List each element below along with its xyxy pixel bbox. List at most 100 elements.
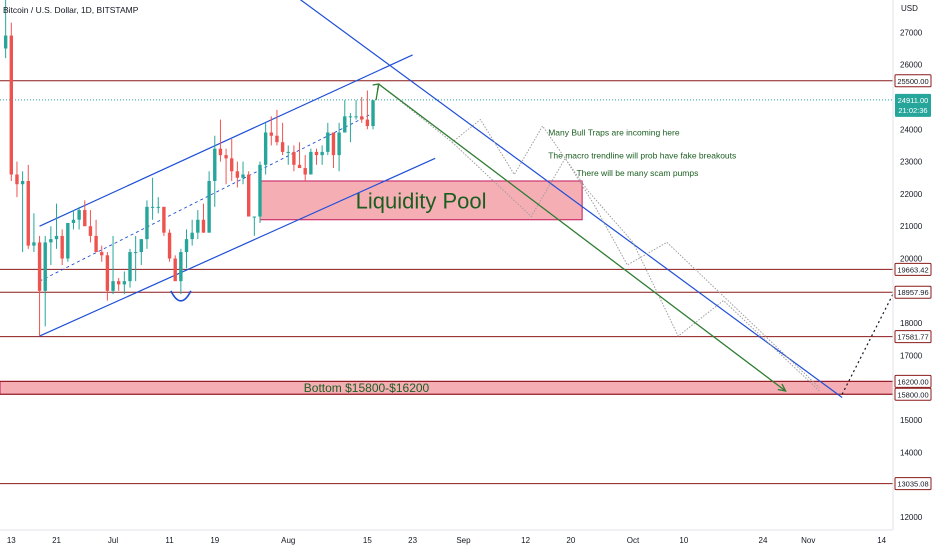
candle-body <box>258 164 262 217</box>
x-tick-label: 24 <box>759 536 768 545</box>
candle <box>218 119 223 162</box>
candle <box>314 148 319 165</box>
candle-body <box>88 226 93 236</box>
candle-body <box>309 151 313 175</box>
candle <box>230 138 234 181</box>
candle-body <box>116 281 121 285</box>
candle-body <box>292 151 296 165</box>
projected-zigzag-path-alt <box>451 141 820 389</box>
candle-body <box>9 35 13 175</box>
candle <box>263 122 268 175</box>
candle <box>286 145 290 165</box>
candle <box>207 171 211 233</box>
candle <box>320 145 324 165</box>
candle <box>371 100 375 130</box>
candle <box>303 155 307 181</box>
price-level-label: 18957.96 <box>897 288 928 297</box>
candle <box>179 248 183 295</box>
candle-body <box>337 132 341 156</box>
price-level-label: 15800.00 <box>897 390 928 399</box>
candle-body <box>77 210 81 220</box>
candle <box>348 113 353 143</box>
price-level-badge <box>894 330 932 344</box>
y-tick-label: 18000 <box>900 319 923 328</box>
candle-body <box>37 242 42 291</box>
candle <box>173 255 177 282</box>
annotation-text: Many Bull Traps are incoming here <box>548 128 680 138</box>
candle-body <box>26 180 30 246</box>
candle-body <box>224 155 228 159</box>
projected-bounce-path <box>841 293 894 395</box>
candle-body <box>275 135 279 143</box>
candle-body <box>371 100 375 127</box>
candle <box>275 109 279 146</box>
candle-body <box>184 239 189 253</box>
x-tick-label: 10 <box>679 536 688 545</box>
candle-body <box>173 258 177 282</box>
candle-body <box>286 151 290 153</box>
candle <box>122 271 127 295</box>
candle <box>224 148 228 185</box>
y-tick-label: 21000 <box>900 222 923 231</box>
symbol-title: Bitcoin / U.S. Dollar, 1D, BITSTAMP <box>3 5 139 15</box>
candle <box>354 100 358 120</box>
y-tick-label: 20000 <box>900 255 923 264</box>
candle <box>280 122 285 156</box>
price-level-badge <box>894 374 932 388</box>
price-level-label: 17581.77 <box>897 333 928 342</box>
candle <box>105 252 110 301</box>
candle <box>235 161 240 188</box>
candle-body <box>190 232 194 240</box>
x-tick-label: Jul <box>108 536 118 545</box>
candle <box>269 116 273 146</box>
candle <box>201 203 206 233</box>
candle <box>365 90 370 130</box>
candle <box>37 235 42 337</box>
candle <box>15 161 19 198</box>
candle-body <box>156 206 160 208</box>
candle <box>66 222 70 262</box>
price-level-badge <box>894 285 932 299</box>
currency-label: USD <box>901 4 918 13</box>
x-tick-label: 15 <box>363 536 372 545</box>
x-tick-label: 23 <box>408 536 417 545</box>
x-tick-label: 20 <box>566 536 575 545</box>
rise-arrow-head <box>372 83 380 91</box>
candle <box>116 277 121 291</box>
candle-body <box>94 235 98 253</box>
double-bottom-arc <box>170 290 192 302</box>
countdown-label: 21:02:36 <box>898 106 927 115</box>
candle-body <box>15 174 19 185</box>
candle <box>150 177 155 220</box>
candle-body <box>365 119 370 127</box>
projected-zigzag-path <box>378 83 820 392</box>
candle <box>343 100 347 133</box>
candle-body <box>360 116 364 120</box>
candle <box>162 206 166 236</box>
candle <box>128 248 132 288</box>
candle <box>139 239 143 265</box>
y-tick-label: 22000 <box>900 190 923 199</box>
trendline-channel-bottom <box>39 157 436 337</box>
candle-body <box>201 219 206 233</box>
candle <box>241 161 245 185</box>
candle <box>133 235 138 282</box>
price-axis[interactable]: 1200013000140001500016000170001800019000… <box>894 28 932 522</box>
price-level-label: 19663.42 <box>897 265 928 274</box>
price-level-label: 16200.00 <box>897 377 928 386</box>
candle-body <box>196 219 200 233</box>
price-level-label: 13035.08 <box>897 480 928 489</box>
y-tick-label: 23000 <box>900 158 923 167</box>
candle-body <box>71 219 76 223</box>
projection-arrow-line <box>378 83 787 392</box>
candle <box>20 171 25 253</box>
candle <box>246 171 251 217</box>
x-tick-label: 13 <box>7 536 16 545</box>
y-tick-label: 15000 <box>900 416 923 425</box>
candle-body <box>343 116 347 133</box>
candle-body <box>218 148 223 156</box>
x-tick-label: 21 <box>52 536 61 545</box>
x-tick-label: Nov <box>801 536 815 545</box>
time-axis[interactable]: 13 21 Jul 11 19 Aug 15 23 Sep 12 20 Oct 10 24 Nov 14 <box>7 536 887 545</box>
